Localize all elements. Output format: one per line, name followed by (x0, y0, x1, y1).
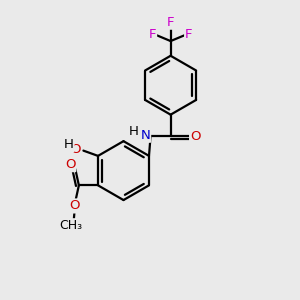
Text: H: H (129, 125, 139, 138)
Text: O: O (71, 143, 81, 156)
Text: F: F (167, 16, 174, 29)
Text: F: F (185, 28, 193, 41)
Text: O: O (65, 158, 75, 171)
Text: F: F (148, 28, 156, 41)
Text: CH₃: CH₃ (59, 219, 82, 232)
Text: O: O (70, 200, 80, 212)
Text: N: N (140, 129, 150, 142)
Text: O: O (190, 130, 201, 143)
Text: H: H (64, 138, 74, 151)
